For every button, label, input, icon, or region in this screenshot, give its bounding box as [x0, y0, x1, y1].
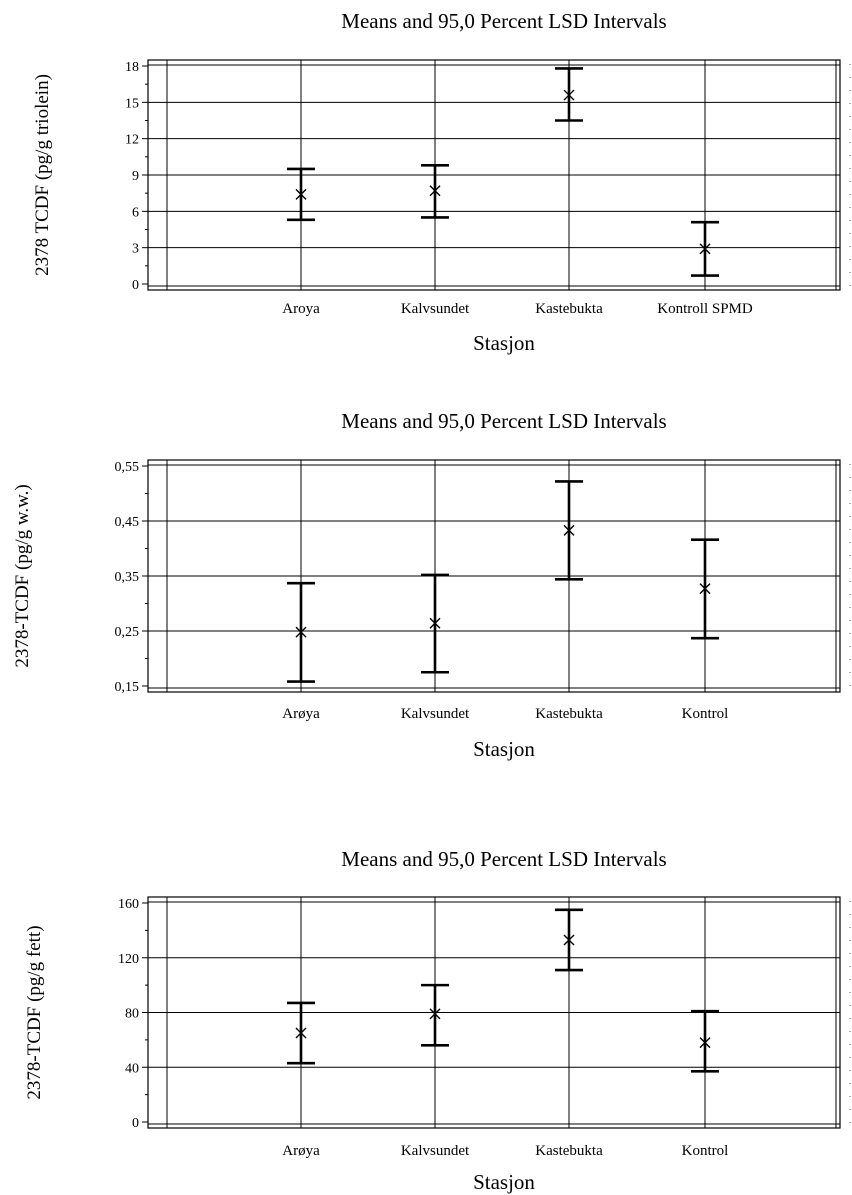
- x-category-label: Arøya: [282, 706, 320, 722]
- x-category-label: Kalvsundet: [401, 1143, 470, 1159]
- y-tick-label: 80: [125, 1007, 139, 1022]
- mean-marker: [429, 184, 441, 197]
- mean-marker: [429, 1007, 441, 1020]
- chart-panel-2: 0,15 0,25 0,35 0,45 0,55 Arøya Kalvsundet Kaste…: [12, 409, 851, 761]
- y-tick-label: 6: [132, 205, 139, 220]
- mean-marker: [563, 89, 575, 102]
- x-axis-title: Stasjon: [473, 737, 535, 761]
- chart-title: Means and 95,0 Percent LSD Intervals: [341, 9, 666, 33]
- x-category-label: Kastebukta: [535, 301, 603, 317]
- mean-marker: [699, 582, 711, 595]
- x-category-label: Kontroll SPMD: [657, 301, 753, 317]
- x-category-label: Kontrol: [682, 706, 729, 722]
- chart-title: Means and 95,0 Percent LSD Intervals: [341, 409, 666, 433]
- x-category-label: Arøya: [282, 1143, 320, 1159]
- chart-title: Means and 95,0 Percent LSD Intervals: [341, 847, 666, 871]
- mean-marker: [563, 524, 575, 537]
- y-tick-label: 0,15: [115, 680, 140, 695]
- x-axis-title: Stasjon: [473, 1170, 535, 1194]
- mean-marker: [429, 617, 441, 630]
- mean-marker: [295, 188, 307, 201]
- x-category-label: Kontrol: [682, 1143, 729, 1159]
- y-axis-title: 2378-TCDF (pg/g fett): [24, 925, 45, 1099]
- y-tick-label: 9: [132, 169, 139, 184]
- mean-marker: [295, 1027, 307, 1040]
- y-tick-label: 0: [132, 1116, 139, 1131]
- y-tick-label: 0,25: [115, 625, 140, 640]
- mean-marker: [563, 933, 575, 946]
- x-category-label: Kalvsundet: [401, 301, 470, 317]
- y-tick-label: 0,45: [115, 515, 140, 530]
- chart-panel-1: 0 3 6 9 12 15 18 Aroya Kalvsundet Kastebukta Kontr…: [32, 9, 851, 355]
- y-tick-label: 160: [118, 897, 139, 912]
- y-tick-label: 3: [132, 242, 139, 257]
- mean-marker: [295, 626, 307, 639]
- mean-marker: [699, 242, 711, 255]
- y-tick-label: 40: [125, 1061, 139, 1076]
- chart-panel-3: 0 40 80 120 160 Arøya Kalvsundet Kastebukta Kont…: [24, 847, 851, 1194]
- mean-marker: [699, 1036, 711, 1049]
- y-tick-label: 0: [132, 278, 139, 293]
- y-tick-label: 12: [125, 133, 139, 148]
- y-tick-label: 0,55: [115, 460, 140, 475]
- x-category-label: Kastebukta: [535, 706, 603, 722]
- y-axis-title: 2378 TCDF (pg/g triolein): [32, 74, 53, 276]
- x-category-label: Aroya: [282, 301, 320, 317]
- y-tick-label: 0,35: [115, 570, 140, 585]
- x-category-label: Kastebukta: [535, 1143, 603, 1159]
- x-axis-title: Stasjon: [473, 331, 535, 355]
- x-category-label: Kalvsundet: [401, 706, 470, 722]
- y-tick-label: 18: [125, 60, 139, 75]
- y-tick-label: 15: [125, 96, 139, 111]
- y-axis-title: 2378-TCDF (pg/g w.w.): [12, 484, 33, 667]
- y-tick-label: 120: [118, 952, 139, 967]
